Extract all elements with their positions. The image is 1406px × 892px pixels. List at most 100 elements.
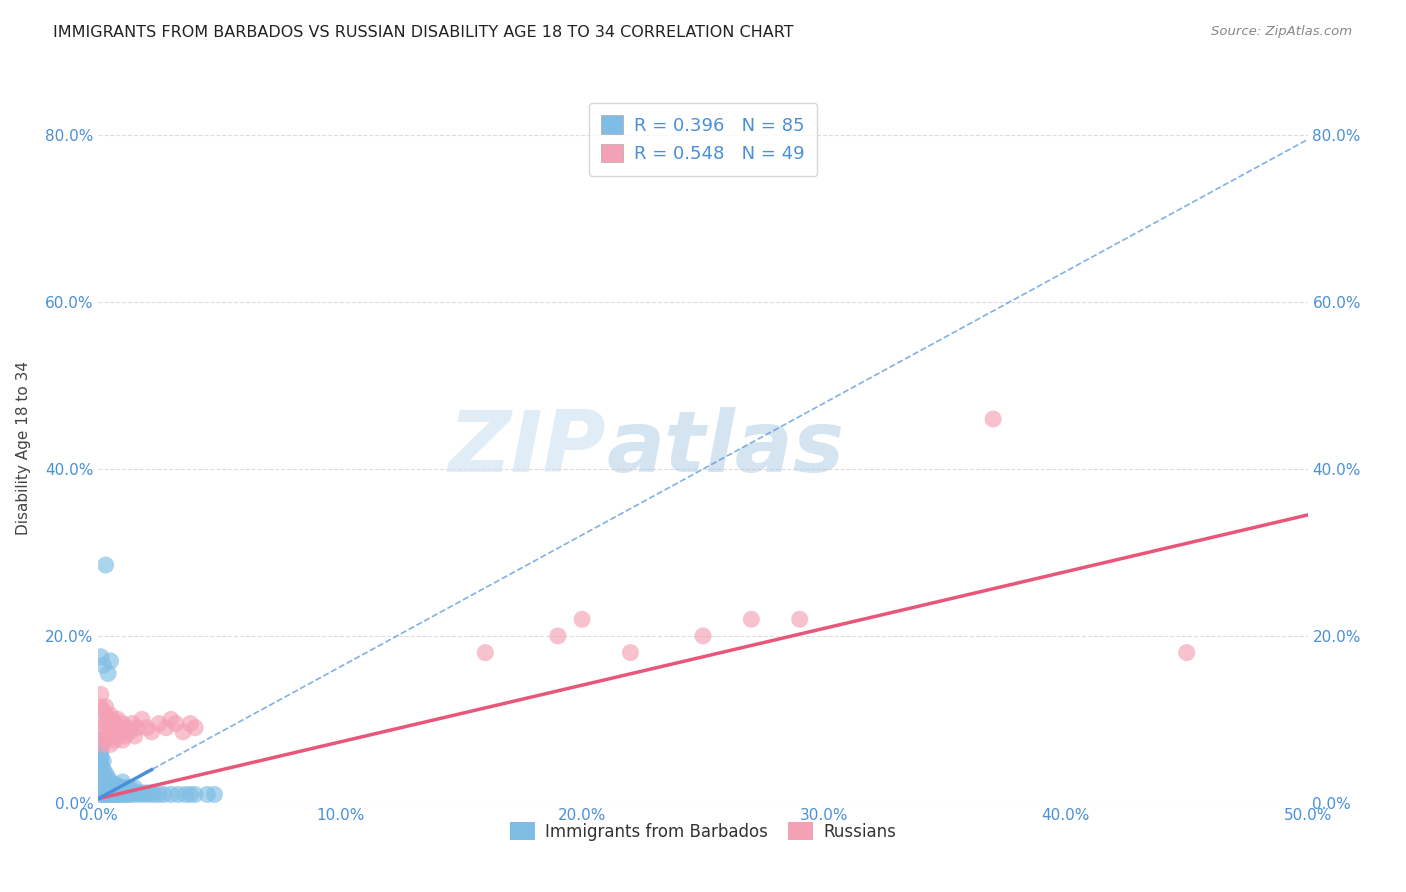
Point [90, 763, 112, 777]
Point [179, 716, 201, 731]
Point [143, 788, 166, 802]
Point [571, 612, 593, 626]
Point [121, 786, 143, 800]
Text: Source: ZipAtlas.com: Source: ZipAtlas.com [1212, 25, 1353, 38]
Point [160, 788, 183, 802]
Point [127, 786, 149, 800]
Point [91, 775, 114, 789]
Point [100, 786, 122, 800]
Point [90, 786, 112, 800]
Point [124, 780, 146, 795]
Point [91, 788, 114, 802]
Point [94, 766, 117, 780]
Point [104, 733, 127, 747]
Point [1175, 646, 1198, 660]
Point [94, 772, 117, 787]
Point [91, 771, 114, 785]
Point [124, 729, 146, 743]
Point [107, 712, 129, 726]
Point [90, 780, 112, 795]
Point [90, 750, 112, 764]
Point [104, 789, 127, 804]
Text: ZIP: ZIP [449, 407, 606, 490]
Point [128, 788, 150, 802]
Point [117, 780, 139, 795]
Text: atlas: atlas [606, 407, 845, 490]
Point [91, 766, 114, 780]
Point [692, 629, 714, 643]
Point [90, 754, 112, 768]
Point [195, 788, 218, 802]
Point [101, 783, 124, 797]
Point [141, 724, 163, 739]
Point [90, 712, 112, 726]
Point [90, 788, 112, 802]
Point [94, 716, 117, 731]
Point [107, 788, 129, 802]
Point [100, 724, 122, 739]
Point [94, 777, 117, 791]
Point [94, 780, 117, 795]
Point [91, 779, 114, 793]
Y-axis label: Disability Age 18 to 34: Disability Age 18 to 34 [17, 361, 31, 535]
Point [91, 658, 114, 673]
Point [167, 788, 190, 802]
Point [100, 738, 122, 752]
Point [91, 783, 114, 797]
Point [100, 789, 122, 804]
Point [94, 699, 117, 714]
Point [101, 712, 124, 726]
Point [108, 780, 131, 795]
Point [111, 788, 134, 802]
Point [134, 788, 156, 802]
Point [740, 612, 762, 626]
Point [155, 721, 177, 735]
Point [94, 789, 117, 804]
Point [117, 721, 139, 735]
Point [118, 724, 141, 739]
Point [100, 708, 122, 723]
Point [152, 788, 174, 802]
Point [148, 788, 170, 802]
Point [90, 782, 112, 797]
Point [111, 775, 134, 789]
Point [117, 788, 139, 802]
Text: IMMIGRANTS FROM BARBADOS VS RUSSIAN DISABILITY AGE 18 TO 34 CORRELATION CHART: IMMIGRANTS FROM BARBADOS VS RUSSIAN DISA… [53, 25, 794, 40]
Point [101, 729, 124, 743]
Point [118, 788, 141, 802]
Point [90, 687, 112, 701]
Point [107, 779, 129, 793]
Point [97, 783, 120, 797]
Point [97, 775, 120, 789]
Point [118, 780, 141, 795]
Point [107, 783, 129, 797]
Point [91, 721, 114, 735]
Point [94, 733, 117, 747]
Point [100, 780, 122, 795]
Point [165, 716, 187, 731]
Point [141, 786, 163, 800]
Point [114, 788, 136, 802]
Point [184, 788, 207, 802]
Point [204, 788, 226, 802]
Point [90, 741, 112, 756]
Point [148, 716, 170, 731]
Point [160, 712, 183, 726]
Point [100, 654, 122, 668]
Point [90, 784, 112, 798]
Point [174, 788, 197, 802]
Point [90, 771, 112, 785]
Point [90, 699, 112, 714]
Point [172, 724, 194, 739]
Point [138, 788, 160, 802]
Point [90, 746, 112, 760]
Point [97, 788, 120, 802]
Point [101, 777, 124, 791]
Point [90, 738, 112, 752]
Point [111, 733, 134, 747]
Point [94, 558, 117, 572]
Point [111, 716, 134, 731]
Point [104, 716, 127, 731]
Point [184, 721, 207, 735]
Point [97, 771, 120, 785]
